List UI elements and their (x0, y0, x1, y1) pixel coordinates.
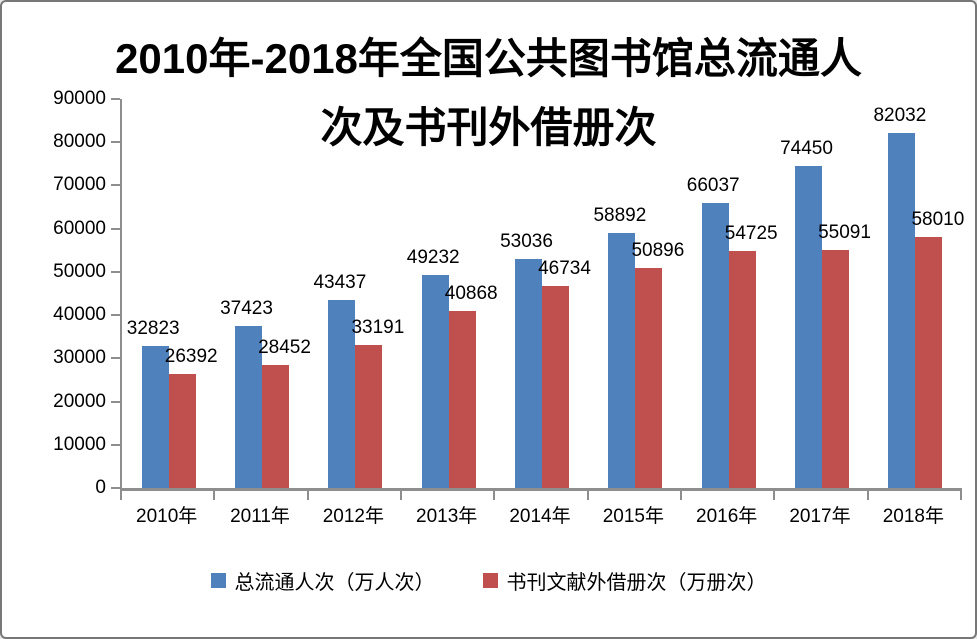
y-tick-label: 0 (95, 477, 106, 498)
plot-area (120, 99, 962, 491)
y-tick-label: 60000 (53, 217, 106, 239)
bar-red-2018年 (915, 237, 943, 488)
bar-red-2013年 (448, 311, 476, 488)
x-tick-mark (773, 491, 776, 500)
y-tick-label: 70000 (53, 174, 106, 196)
y-tick-label: 10000 (53, 433, 106, 455)
data-label: 53036 (500, 230, 553, 252)
legend-item-books-lent: 书刊文献外借册次（万册次） (482, 566, 767, 595)
y-tick-mark (111, 227, 120, 230)
x-tick-mark (400, 491, 402, 500)
data-label: 66037 (686, 174, 740, 196)
bar-blue-2018年 (888, 133, 916, 488)
y-tick-mark (111, 487, 120, 489)
y-tick-label: 90000 (53, 88, 106, 109)
data-label: 28452 (258, 337, 311, 359)
x-tick-mark (120, 491, 122, 500)
bar-blue-2015年 (608, 233, 636, 488)
x-tick-mark (960, 491, 962, 500)
data-label: 26392 (164, 345, 218, 367)
y-tick-mark (111, 141, 120, 144)
x-tick-label: 2015年 (602, 506, 664, 527)
y-tick-label: 20000 (53, 390, 106, 412)
x-tick-label: 2012年 (322, 506, 384, 527)
data-label: 74450 (780, 138, 833, 160)
data-label: 37423 (220, 298, 273, 320)
y-tick-label: 50000 (53, 260, 106, 282)
data-label: 46734 (538, 258, 591, 279)
y-tick-label: 30000 (53, 347, 106, 369)
legend: 总流通人次（万人次） 书刊文献外借册次（万册次） (2, 566, 975, 595)
bar-blue-2013年 (421, 275, 449, 488)
data-label: 50896 (631, 240, 685, 262)
data-label: 54725 (724, 223, 778, 245)
chart-title: 2010年-2018年全国公共图书馆总流通人 次及书刊外借册次 (2, 24, 975, 162)
bar-blue-2016年 (701, 202, 729, 488)
x-tick-label: 2010年 (136, 506, 198, 527)
x-tick-mark (493, 491, 496, 500)
x-tick-label: 2017年 (789, 506, 851, 527)
y-tick-mark (111, 98, 120, 100)
x-tick-mark (306, 491, 309, 500)
data-label: 32823 (126, 318, 180, 340)
data-label: 40868 (444, 283, 498, 305)
x-tick-label: 2011年 (230, 506, 290, 527)
data-label: 58892 (593, 205, 647, 227)
x-tick-label: 2018年 (882, 506, 944, 527)
y-tick-mark (111, 357, 120, 360)
y-tick-mark (111, 443, 120, 446)
y-tick-mark (111, 314, 120, 317)
x-tick-mark (586, 491, 589, 500)
x-tick-label: 2016年 (696, 506, 758, 527)
y-tick-mark (111, 270, 120, 273)
bar-red-2015年 (635, 268, 663, 488)
y-tick-label: 80000 (53, 131, 106, 153)
legend-label: 书刊文献外借册次（万册次） (506, 572, 767, 594)
x-tick-mark (866, 491, 869, 500)
bar-blue-2010年 (141, 346, 169, 488)
bar-blue-2011年 (235, 326, 263, 488)
x-tick-mark (213, 491, 216, 500)
data-label: 33191 (351, 316, 405, 338)
y-tick-mark (111, 184, 120, 187)
y-tick-mark (111, 400, 120, 403)
x-tick-mark (680, 491, 682, 500)
chart-title-line-2: 次及书刊外借册次 (320, 104, 657, 151)
data-label: 55091 (818, 221, 871, 243)
y-tick-label: 40000 (53, 304, 106, 326)
data-label: 43437 (313, 272, 367, 294)
legend-item-total-circulation: 总流通人次（万人次） (210, 566, 435, 595)
legend-label: 总流通人次（万人次） (234, 572, 435, 594)
x-tick-label: 2014年 (509, 506, 571, 527)
x-tick-label: 2013年 (416, 506, 478, 527)
bar-red-2017年 (822, 249, 850, 488)
data-label: 49232 (406, 247, 460, 269)
legend-swatch-red-icon (482, 573, 498, 588)
data-label: 82032 (873, 105, 927, 127)
bar-blue-2012年 (328, 300, 356, 488)
bar-red-2012年 (355, 344, 383, 488)
chart-title-line-1: 2010年-2018年全国公共图书馆总流通人 (115, 35, 862, 82)
bar-red-2014年 (542, 286, 570, 488)
bar-blue-2014年 (515, 258, 543, 488)
bar-blue-2017年 (795, 166, 823, 488)
data-label: 58010 (911, 209, 965, 231)
bar-red-2011年 (262, 365, 290, 488)
bar-red-2010年 (168, 373, 196, 488)
bar-red-2016年 (728, 251, 756, 488)
legend-swatch-blue-icon (210, 573, 226, 588)
